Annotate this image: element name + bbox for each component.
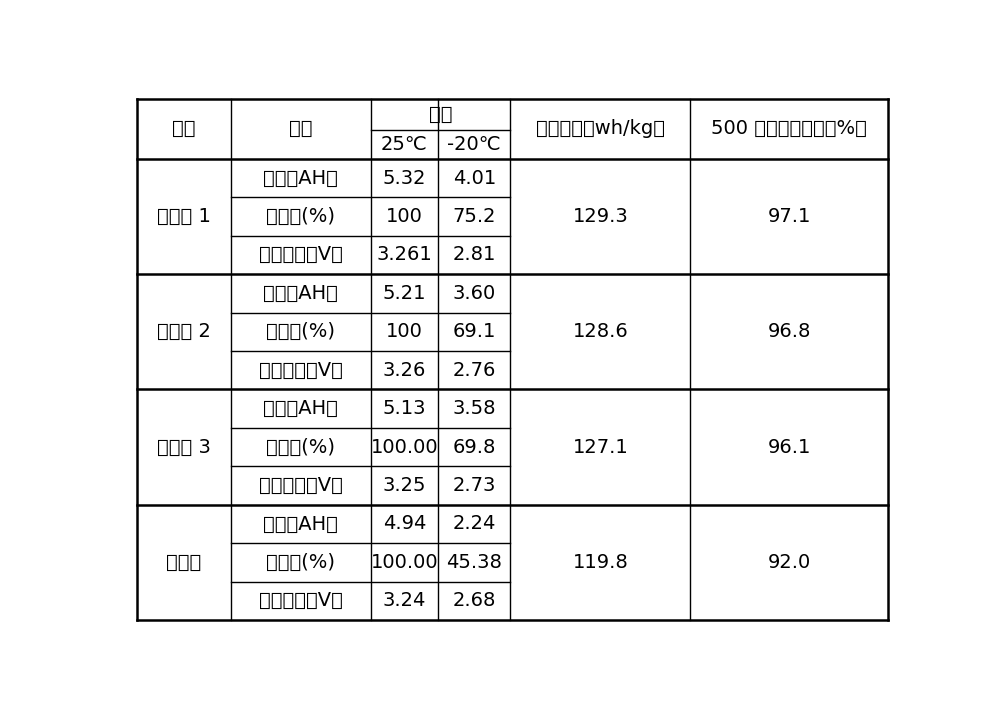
Text: 4.94: 4.94 bbox=[383, 515, 426, 533]
Text: 127.1: 127.1 bbox=[572, 437, 628, 457]
Text: 保持率(%): 保持率(%) bbox=[266, 437, 335, 457]
Text: 129.3: 129.3 bbox=[572, 207, 628, 226]
Text: 97.1: 97.1 bbox=[768, 207, 811, 226]
Text: 96.1: 96.1 bbox=[768, 437, 811, 457]
Text: 5.32: 5.32 bbox=[383, 169, 426, 187]
Text: 2.24: 2.24 bbox=[453, 515, 496, 533]
Text: 2.73: 2.73 bbox=[453, 476, 496, 495]
Text: 3.24: 3.24 bbox=[383, 591, 426, 610]
Text: 2.76: 2.76 bbox=[453, 361, 496, 380]
Text: 4.01: 4.01 bbox=[453, 169, 496, 187]
Text: 对比例: 对比例 bbox=[166, 553, 202, 572]
Text: 119.8: 119.8 bbox=[572, 553, 628, 572]
Text: 25℃: 25℃ bbox=[381, 135, 428, 154]
Text: 容量（AH）: 容量（AH） bbox=[263, 399, 338, 418]
Text: 中値电压（V）: 中値电压（V） bbox=[259, 591, 343, 610]
Text: 能量密度（wh/kg）: 能量密度（wh/kg） bbox=[536, 119, 665, 138]
Text: 中値电压（V）: 中値电压（V） bbox=[259, 476, 343, 495]
Text: 容量（AH）: 容量（AH） bbox=[263, 515, 338, 533]
Text: 保持率(%): 保持率(%) bbox=[266, 323, 335, 341]
Text: 3.261: 3.261 bbox=[377, 245, 432, 264]
Text: 3.26: 3.26 bbox=[383, 361, 426, 380]
Text: 92.0: 92.0 bbox=[768, 553, 811, 572]
Text: 100: 100 bbox=[386, 323, 423, 341]
Text: 2.68: 2.68 bbox=[453, 591, 496, 610]
Text: 500 次循环保持率（%）: 500 次循环保持率（%） bbox=[711, 119, 867, 138]
Text: 保持率(%): 保持率(%) bbox=[266, 553, 335, 572]
Text: 实施例 1: 实施例 1 bbox=[157, 207, 211, 226]
Text: 序号: 序号 bbox=[172, 119, 196, 138]
Text: 实施例 2: 实施例 2 bbox=[157, 323, 211, 341]
Text: 100.00: 100.00 bbox=[371, 437, 438, 457]
Text: 5.21: 5.21 bbox=[383, 284, 426, 303]
Text: 128.6: 128.6 bbox=[572, 323, 628, 341]
Text: 100: 100 bbox=[386, 207, 423, 226]
Text: 69.1: 69.1 bbox=[453, 323, 496, 341]
Text: 3.60: 3.60 bbox=[453, 284, 496, 303]
Text: 3.58: 3.58 bbox=[452, 399, 496, 418]
Text: 5.13: 5.13 bbox=[383, 399, 426, 418]
Text: 容量（AH）: 容量（AH） bbox=[263, 284, 338, 303]
Text: 96.8: 96.8 bbox=[768, 323, 811, 341]
Text: 69.8: 69.8 bbox=[453, 437, 496, 457]
Text: 中値电压（V）: 中値电压（V） bbox=[259, 245, 343, 264]
Text: 温度: 温度 bbox=[429, 105, 452, 124]
Text: 2.81: 2.81 bbox=[453, 245, 496, 264]
Text: 45.38: 45.38 bbox=[446, 553, 502, 572]
Text: 3.25: 3.25 bbox=[383, 476, 426, 495]
Text: 实施例 3: 实施例 3 bbox=[157, 437, 211, 457]
Text: 75.2: 75.2 bbox=[452, 207, 496, 226]
Text: 容量（AH）: 容量（AH） bbox=[263, 169, 338, 187]
Text: 100.00: 100.00 bbox=[371, 553, 438, 572]
Text: -20℃: -20℃ bbox=[447, 135, 501, 154]
Text: 项目: 项目 bbox=[289, 119, 313, 138]
Text: 保持率(%): 保持率(%) bbox=[266, 207, 335, 226]
Text: 中値电压（V）: 中値电压（V） bbox=[259, 361, 343, 380]
